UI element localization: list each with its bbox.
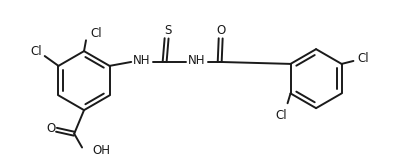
Text: NH: NH (133, 55, 150, 67)
Text: O: O (46, 122, 55, 135)
Text: Cl: Cl (275, 109, 287, 122)
Text: OH: OH (92, 144, 110, 157)
Text: Cl: Cl (30, 45, 42, 58)
Text: S: S (164, 24, 171, 37)
Text: Cl: Cl (356, 52, 368, 64)
Text: O: O (215, 24, 225, 37)
Text: NH: NH (188, 55, 205, 67)
Text: Cl: Cl (90, 27, 101, 40)
